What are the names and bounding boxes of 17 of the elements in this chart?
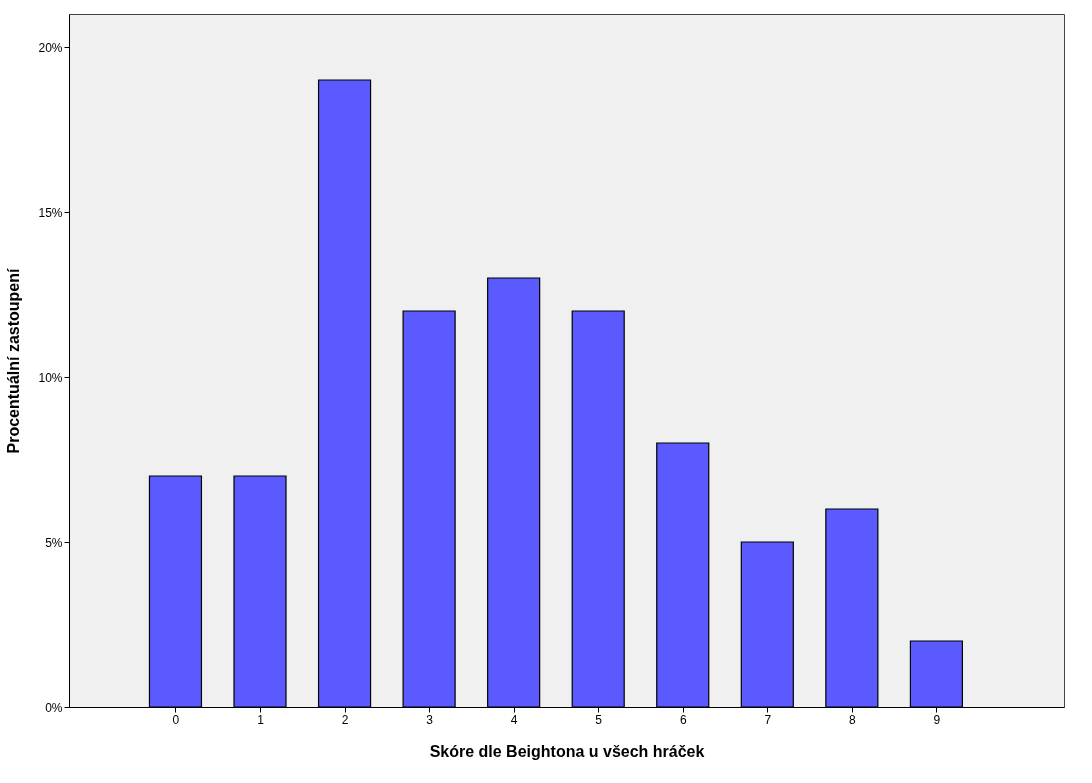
x-tick-label: 2 (341, 712, 349, 727)
x-tick-label: 3 (426, 712, 434, 727)
x-tick-label: 5 (595, 712, 603, 727)
y-axis-title: Procentuální zastoupení (5, 267, 23, 454)
y-tick-label: 10% (38, 370, 63, 385)
y-tick-label: 0% (45, 700, 63, 715)
x-tick-label: 4 (510, 712, 518, 727)
x-tick-label: 7 (764, 712, 772, 727)
x-tick-label: 6 (679, 712, 687, 727)
x-tick-label: 8 (849, 712, 857, 727)
y-tick-label: 5% (45, 535, 63, 550)
x-tick-label: 1 (257, 712, 265, 727)
y-tick-label: 20% (38, 40, 63, 55)
x-tick-label: 9 (933, 712, 941, 727)
x-axis-title: Skóre dle Beightona u všech hráček (429, 742, 705, 760)
x-tick-label: 0 (172, 712, 180, 727)
y-tick-label: 15% (38, 205, 63, 220)
